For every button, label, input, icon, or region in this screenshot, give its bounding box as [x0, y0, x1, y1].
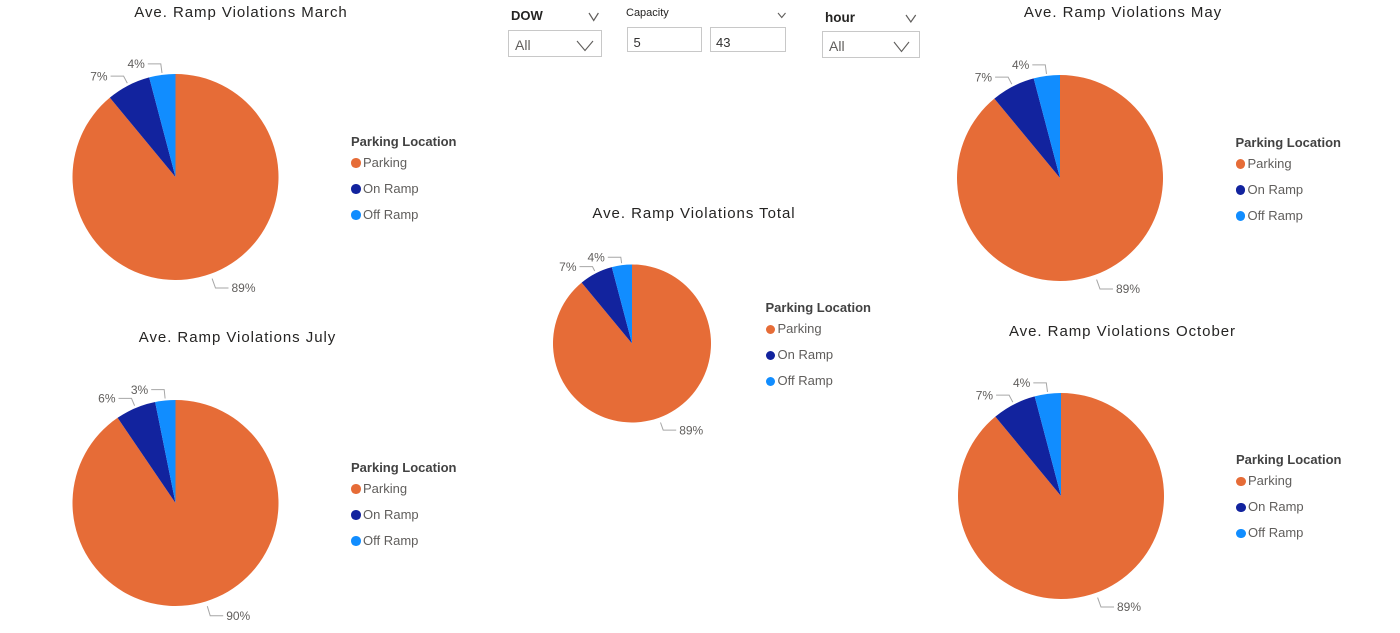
svg-text:90%: 90% [226, 609, 250, 623]
svg-text:4%: 4% [587, 250, 605, 264]
svg-text:89%: 89% [232, 281, 256, 295]
svg-text:7%: 7% [90, 69, 108, 83]
svg-text:4%: 4% [1013, 376, 1031, 390]
svg-text:7%: 7% [975, 70, 993, 84]
svg-text:89%: 89% [1116, 282, 1140, 296]
svg-text:7%: 7% [976, 388, 994, 402]
svg-text:89%: 89% [1117, 600, 1141, 614]
svg-text:4%: 4% [1012, 58, 1030, 72]
svg-text:89%: 89% [679, 423, 703, 437]
svg-text:4%: 4% [127, 57, 145, 71]
svg-text:7%: 7% [559, 260, 577, 274]
svg-text:6%: 6% [98, 392, 116, 406]
svg-text:3%: 3% [131, 383, 149, 397]
